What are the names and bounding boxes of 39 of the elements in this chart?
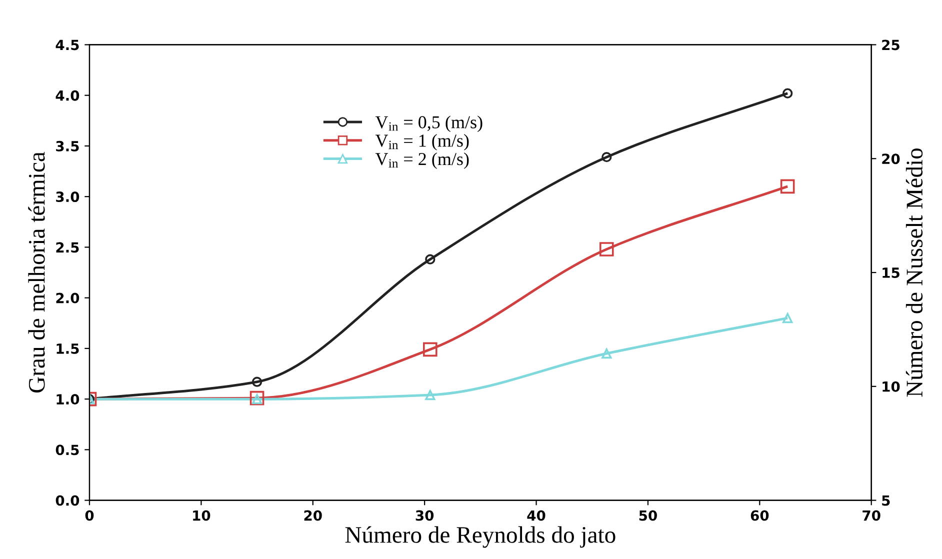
y-tick-label: 0.0 [56,495,80,506]
point [425,254,436,264]
x-tick-label: 30 [416,510,434,521]
point [425,390,436,400]
point [782,88,793,98]
y-tick-label: 2.0 [56,292,80,304]
y-tick-label: 0.5 [56,444,79,456]
y2-tick-label: 25 [882,40,900,50]
y-tick-label: 2.5 [56,242,79,253]
x-tick-label: 10 [193,510,210,521]
y-tick-label: 4.5 [56,40,79,50]
y2-tick-label: 5 [882,495,890,506]
point [782,313,793,324]
x-tick-label: 70 [862,510,880,521]
y2-axis-title: Número de Nusselt Médio [906,148,923,397]
y2-tick-label: 15 [882,268,900,278]
y-axis-title: Grau de melhoria térmica [28,152,45,392]
point [602,348,612,359]
x-tick-label: 40 [527,510,546,521]
x-tick-label: 0 [85,510,94,521]
x-axis-title: Número de Reynolds do jato [345,526,616,548]
y-tick-label: 4.0 [56,90,80,101]
point [780,179,795,194]
y-tick-label: 1.5 [56,344,79,354]
y2-tick-label: 10 [882,381,900,392]
y-tick-label: 1.0 [56,394,80,405]
y-tick-label: 3.0 [56,192,80,202]
legend-label: V$_{in}$ = 2 (m/s) [375,152,469,169]
x-tick-label: 20 [304,510,322,521]
legend-label: V$_{in}$ = 0,5 (m/s) [375,116,482,132]
x-tick-label: 50 [639,510,657,521]
point [252,376,262,387]
point [602,152,612,162]
legend-label: V$_{in}$ = 1 (m/s) [375,134,469,150]
y-tick-label: 3.5 [56,140,79,152]
point [599,242,614,256]
point [423,342,438,357]
x-tick-label: 60 [750,510,769,521]
y2-tick-label: 20 [882,154,900,164]
